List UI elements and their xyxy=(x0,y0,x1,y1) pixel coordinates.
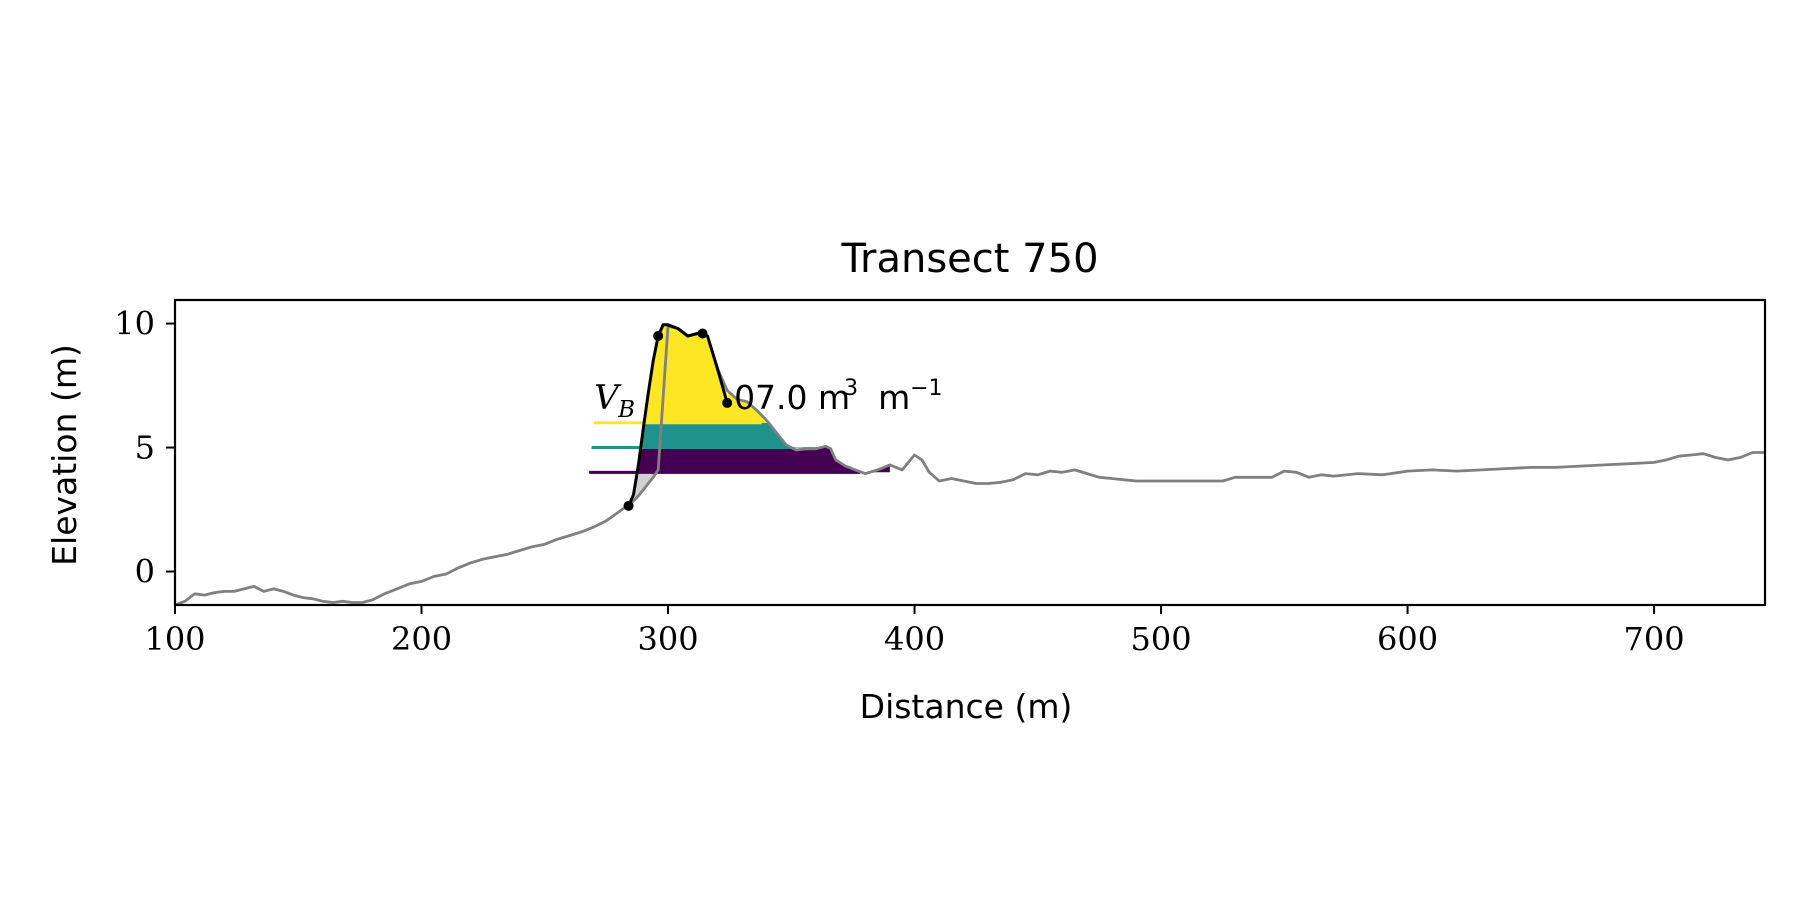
x-tick-label-5: 600 xyxy=(1377,620,1438,658)
dune-point-1 xyxy=(653,330,664,341)
chart-title: Transect 750 xyxy=(840,236,1098,282)
band-fills xyxy=(628,324,890,506)
dune-point-0 xyxy=(623,500,634,511)
y-axis-label: Elevation (m) xyxy=(45,344,84,566)
x-tick-label-2: 300 xyxy=(637,620,698,658)
x-tick-label-6: 700 xyxy=(1624,620,1685,658)
annotation-subscript: B xyxy=(617,397,635,423)
y-tick-label-2: 10 xyxy=(114,305,155,343)
volume-band-2 xyxy=(644,324,768,423)
annotation-group: V B 07.0 m3 m −1 xyxy=(594,376,942,423)
y-tick-label-0: 0 xyxy=(135,553,155,591)
plot-frame xyxy=(173,298,1767,607)
annotation-value: 07.0 m xyxy=(734,378,850,417)
x-tick-label-0: 100 xyxy=(144,620,205,658)
axis-ticks: 100 200 300 400 500 600 700 0 5 10 xyxy=(114,305,1684,658)
x-axis-label: Distance (m) xyxy=(860,687,1073,726)
dune-point-3 xyxy=(722,397,733,408)
annotation-symbol: V xyxy=(594,378,622,418)
x-tick-label-1: 200 xyxy=(391,620,452,658)
profile-line xyxy=(175,324,1765,605)
annotation-unit: m xyxy=(878,378,910,417)
annotation-exponent: 3 xyxy=(844,376,858,401)
x-tick-label-3: 400 xyxy=(884,620,945,658)
volume-band-1 xyxy=(640,422,827,448)
annotation-exponent-2: −1 xyxy=(910,376,942,401)
x-tick-label-4: 500 xyxy=(1131,620,1192,658)
series-lines xyxy=(175,323,1765,605)
volume-band-0 xyxy=(638,447,890,473)
dune-point-2 xyxy=(697,328,708,339)
y-tick-label-1: 5 xyxy=(135,429,155,467)
